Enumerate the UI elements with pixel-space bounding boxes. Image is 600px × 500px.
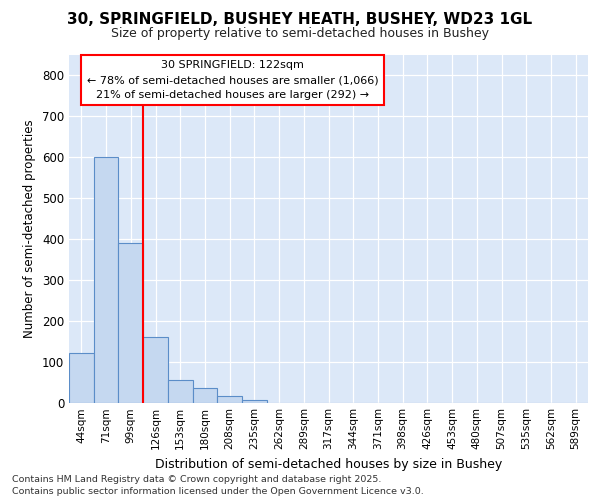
Bar bbox=[118, 243, 143, 402]
Bar bbox=[94, 157, 118, 402]
Bar bbox=[242, 400, 267, 402]
Bar bbox=[143, 337, 168, 402]
Bar bbox=[193, 388, 217, 402]
X-axis label: Distribution of semi-detached houses by size in Bushey: Distribution of semi-detached houses by … bbox=[155, 458, 502, 471]
Text: 30, SPRINGFIELD, BUSHEY HEATH, BUSHEY, WD23 1GL: 30, SPRINGFIELD, BUSHEY HEATH, BUSHEY, W… bbox=[67, 12, 533, 28]
Text: 30 SPRINGFIELD: 122sqm
← 78% of semi-detached houses are smaller (1,066)
21% of : 30 SPRINGFIELD: 122sqm ← 78% of semi-det… bbox=[86, 60, 378, 100]
Text: Size of property relative to semi-detached houses in Bushey: Size of property relative to semi-detach… bbox=[111, 28, 489, 40]
Bar bbox=[217, 396, 242, 402]
Text: Contains HM Land Registry data © Crown copyright and database right 2025.: Contains HM Land Registry data © Crown c… bbox=[12, 475, 382, 484]
Text: Contains public sector information licensed under the Open Government Licence v3: Contains public sector information licen… bbox=[12, 487, 424, 496]
Y-axis label: Number of semi-detached properties: Number of semi-detached properties bbox=[23, 120, 37, 338]
Bar bbox=[69, 354, 94, 403]
Bar bbox=[168, 380, 193, 402]
